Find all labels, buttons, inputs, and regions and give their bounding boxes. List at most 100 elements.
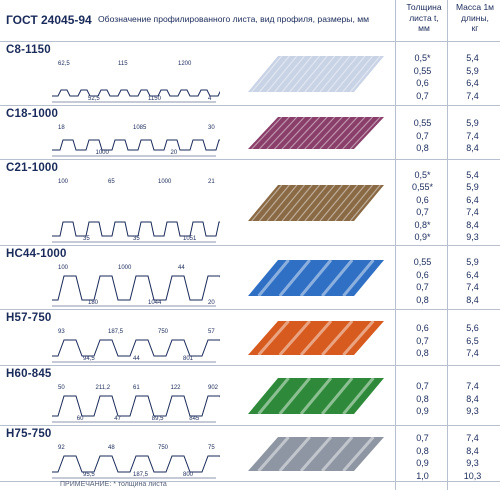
thickness-value: 0,7 <box>416 90 429 101</box>
dimension-label: 18 <box>58 125 65 131</box>
row-values: 0,5* 5,4 0,55 5,9 0,6 6,4 0,7 7,4 <box>398 53 498 103</box>
dimension-label: 100 <box>58 179 69 185</box>
sheet-rib <box>258 55 290 93</box>
thickness-value: 0,6 <box>416 78 429 88</box>
sheet-rib <box>342 259 375 297</box>
profile-row: Н75-750 92 95,5 48 187,5 750 800 75 0,7 7,4 0,8 8,4… <box>0 426 500 482</box>
value-line: 0,7 7,4 <box>398 207 498 220</box>
dimension-label: 89,5 <box>152 416 164 422</box>
thickness-value: 0,55 <box>413 257 432 267</box>
sheet-rib <box>266 55 298 93</box>
sheet-rib <box>278 320 311 356</box>
mass-value: 9,3 <box>466 458 479 468</box>
sheet-photo <box>248 320 384 356</box>
sheet-rib <box>299 377 333 415</box>
thickness-value: 0,8 <box>416 294 429 305</box>
sheet-rib <box>251 55 283 93</box>
mass-value: 6,4 <box>466 194 479 205</box>
sheet-rib <box>311 116 343 150</box>
mass-value: 6,4 <box>466 269 479 280</box>
sheet-rib <box>304 184 336 222</box>
profile-cross-section: 50 60 211,2 47 61 89,5 122 845 902 <box>52 385 220 423</box>
mass-value: 8,4 <box>466 219 479 230</box>
profile-outline <box>52 395 220 417</box>
value-line: 0,7 7,4 <box>398 131 498 144</box>
profile-row: С21-1000 100 35 65 35 1000 1051 21 0,5* 5,4 0,55* 5… <box>0 160 500 246</box>
thickness-value: 0,9 <box>416 406 429 417</box>
thickness-value: 0,8 <box>416 445 429 456</box>
sheet-rib <box>321 377 354 415</box>
dimension-label: 1085 <box>133 125 147 131</box>
dimension-label: 1051 <box>183 236 197 242</box>
value-line: 0,5* 5,4 <box>398 170 498 183</box>
profile-designation: С21-1000 <box>6 162 59 174</box>
sheet-surface <box>248 56 384 92</box>
thickness-value: 0,8 <box>416 393 429 404</box>
mass-value: 10,3 <box>463 470 482 481</box>
value-line: 0,55 5,9 <box>398 257 498 270</box>
profile-cross-section: 62,5 52,5 115 1150 1200 4 <box>52 61 220 103</box>
sheet-rib <box>327 116 358 150</box>
sheet-surface <box>248 117 384 149</box>
value-line: 0,5* 5,4 <box>398 53 498 66</box>
thickness-value: 0,5* <box>414 169 431 180</box>
dimension-label: 187,5 <box>108 329 124 335</box>
dimension-label: 1000 <box>158 179 172 185</box>
dimension-label: 44 <box>178 265 185 271</box>
profile-row: С18-1000 18 1000 1085 20 30 0,55 5,9 0,7 7,4 0,8 8,… <box>0 106 500 160</box>
profile-designation: НС44-1000 <box>6 248 67 260</box>
sheet-surface <box>248 378 384 414</box>
sheet-rib <box>274 55 305 93</box>
mass-value: 8,4 <box>466 393 479 404</box>
mass-value: 9,3 <box>466 232 479 242</box>
sheet-rib <box>278 436 311 472</box>
sheet-rib <box>349 116 381 150</box>
dimension-label: 115 <box>118 61 128 67</box>
sheet-rib <box>304 116 336 150</box>
sheet-rib <box>299 320 333 356</box>
sheet-rib <box>274 184 305 222</box>
profile-row: Н60-845 50 60 211,2 47 61 89,5 122 845 902 0,7 7,4 0… <box>0 366 500 426</box>
mass-value: 7,4 <box>466 381 479 392</box>
table-header: ГОСТ 24045-94 Обозначение профилированно… <box>0 0 500 42</box>
sheet-rib <box>342 116 374 150</box>
thickness-value: 0,6 <box>416 323 429 334</box>
sheet-rib <box>257 259 290 297</box>
thickness-value: 0,7 <box>416 282 429 292</box>
dimension-label: 44 <box>133 356 140 362</box>
sheet-rib <box>311 184 343 222</box>
mass-value: 8,4 <box>466 294 479 305</box>
value-line: 0,55 5,9 <box>398 118 498 131</box>
sheet-rib <box>289 116 321 150</box>
row-values: 0,6 5,6 0,7 6,5 0,8 7,4 <box>398 323 498 361</box>
sheet-surface <box>248 437 384 471</box>
row-values: 0,55 5,9 0,6 6,4 0,7 7,4 0,8 8,4 <box>398 257 498 307</box>
mass-value: 8,4 <box>466 445 479 456</box>
dimension-label: 845 <box>189 416 200 422</box>
dimension-label: 52,5 <box>88 96 100 102</box>
profile-designation: Н75-750 <box>6 428 52 440</box>
mass-value: 8,4 <box>466 143 479 154</box>
mass-value: 5,9 <box>466 65 479 76</box>
mass-value: 7,4 <box>466 282 479 292</box>
dimension-label: 122 <box>171 385 182 391</box>
thickness-value: 0,8* <box>414 219 431 230</box>
sheet-rib <box>266 116 298 150</box>
profile-cross-section: 93 94,5 187,5 44 750 801 57 <box>52 329 220 363</box>
value-line: 0,8 8,4 <box>398 394 498 407</box>
dimension-label: 1044 <box>148 300 162 306</box>
dimension-label: 4 <box>208 96 212 102</box>
mass-column-header: Масса 1м длины, кг <box>455 2 495 33</box>
dimension-label: 902 <box>208 385 219 391</box>
profile-outline <box>52 89 220 97</box>
dimension-label: 92 <box>58 445 65 451</box>
sheet-surface <box>248 260 384 296</box>
sheet-rib <box>321 436 354 472</box>
value-line: 0,8 8,4 <box>398 143 498 156</box>
dimension-label: 1000 <box>96 150 110 156</box>
dimension-label: 95,5 <box>83 472 95 478</box>
sheet-rib <box>296 55 328 93</box>
row-values: 0,7 7,4 0,8 8,4 0,9 9,3 <box>398 381 498 419</box>
dimension-label: 75 <box>208 445 215 451</box>
